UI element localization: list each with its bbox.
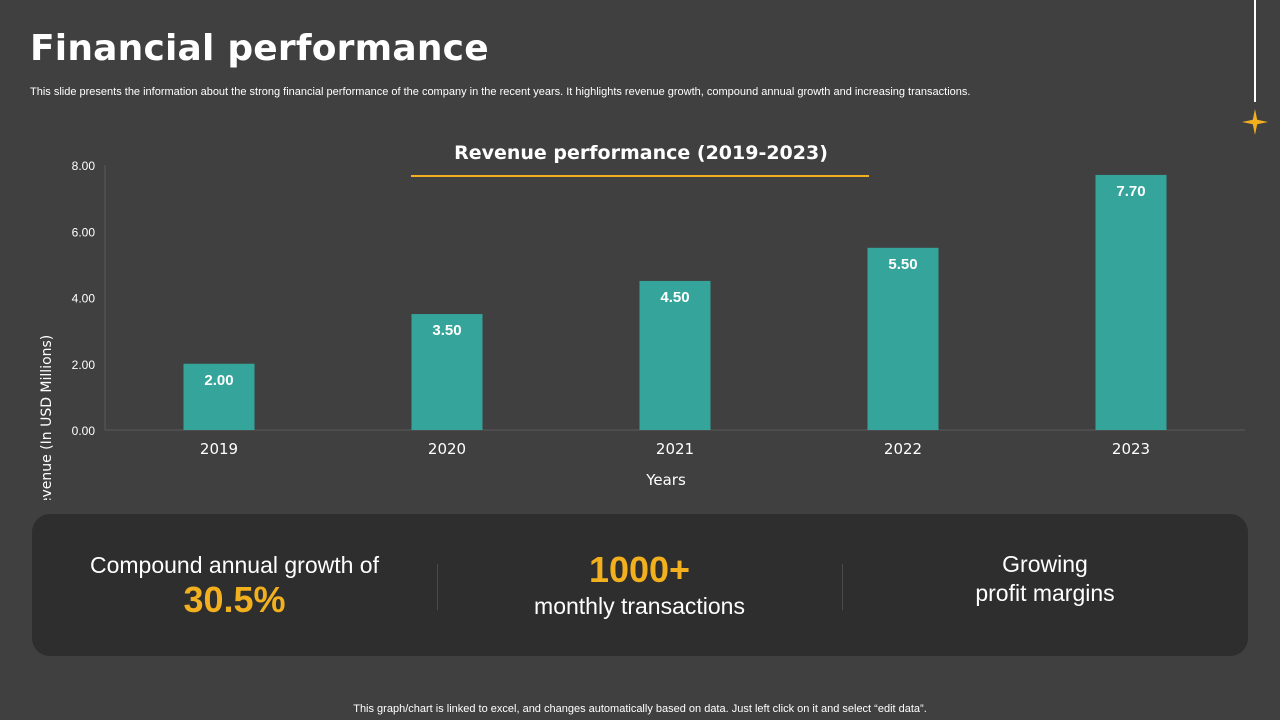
bar xyxy=(411,314,483,430)
y-axis-label: Revenue (In USD Millions) xyxy=(39,335,55,500)
stat-divider xyxy=(437,564,438,610)
x-tick-label: 2019 xyxy=(200,440,238,458)
stats-panel: Compound annual growth of 30.5% 1000+ mo… xyxy=(32,514,1248,656)
stat-profit-line1: Growing xyxy=(1002,551,1088,577)
bar-data-label: 7.70 xyxy=(1116,183,1145,200)
stat-cagr-value: 30.5% xyxy=(183,578,286,620)
x-axis-label: Years xyxy=(645,471,686,489)
stat-profit: Growing profit margins xyxy=(842,514,1248,656)
y-tick-label: 0.00 xyxy=(72,424,96,438)
y-tick-label: 8.00 xyxy=(72,159,96,173)
bar xyxy=(1095,174,1167,430)
stat-transactions-value: 1000+ xyxy=(588,548,691,590)
x-tick-label: 2022 xyxy=(884,440,922,458)
bar xyxy=(639,280,711,430)
bar-data-label: 2.00 xyxy=(204,372,233,389)
x-tick-label: 2020 xyxy=(428,440,466,458)
revenue-chart[interactable]: Revenue performance (2019-2023) 0.00 2.00… xyxy=(0,130,1280,500)
footer-note: This graph/chart is linked to excel, and… xyxy=(353,703,927,715)
stat-profit-line2: profit margins xyxy=(975,580,1115,606)
bar xyxy=(183,363,255,430)
y-axis-ticks: 0.00 2.00 4.00 6.00 8.00 xyxy=(72,159,96,438)
x-axis-ticks: 2019 2020 2021 2022 2023 xyxy=(200,440,1150,458)
x-tick-label: 2023 xyxy=(1112,440,1150,458)
bar-series: 2.00 3.50 4.50 5.50 7.70 xyxy=(183,174,1167,430)
bar-data-label: 3.50 xyxy=(432,322,461,339)
stat-cagr-label: Compound annual growth of xyxy=(90,551,379,578)
chart-title: Revenue performance (2019-2023) xyxy=(454,142,828,164)
sparkle-star-icon xyxy=(1242,109,1268,135)
decorative-line xyxy=(1254,0,1256,102)
stat-divider xyxy=(842,564,843,610)
chart-canvas: Revenue performance (2019-2023) 0.00 2.00… xyxy=(39,142,1245,500)
bar-data-label: 4.50 xyxy=(660,289,689,306)
page-subtitle: This slide presents the information abou… xyxy=(30,86,971,98)
y-tick-label: 6.00 xyxy=(72,225,96,239)
stat-transactions-label: monthly transactions xyxy=(534,592,745,619)
y-tick-label: 4.00 xyxy=(72,292,96,306)
bar xyxy=(867,247,939,430)
page-title: Financial performance xyxy=(30,28,489,69)
bar-data-label: 5.50 xyxy=(888,256,917,273)
stat-transactions: 1000+ monthly transactions xyxy=(437,514,842,656)
x-tick-label: 2021 xyxy=(656,440,694,458)
stat-cagr: Compound annual growth of 30.5% xyxy=(32,514,437,656)
y-tick-label: 2.00 xyxy=(72,358,96,372)
